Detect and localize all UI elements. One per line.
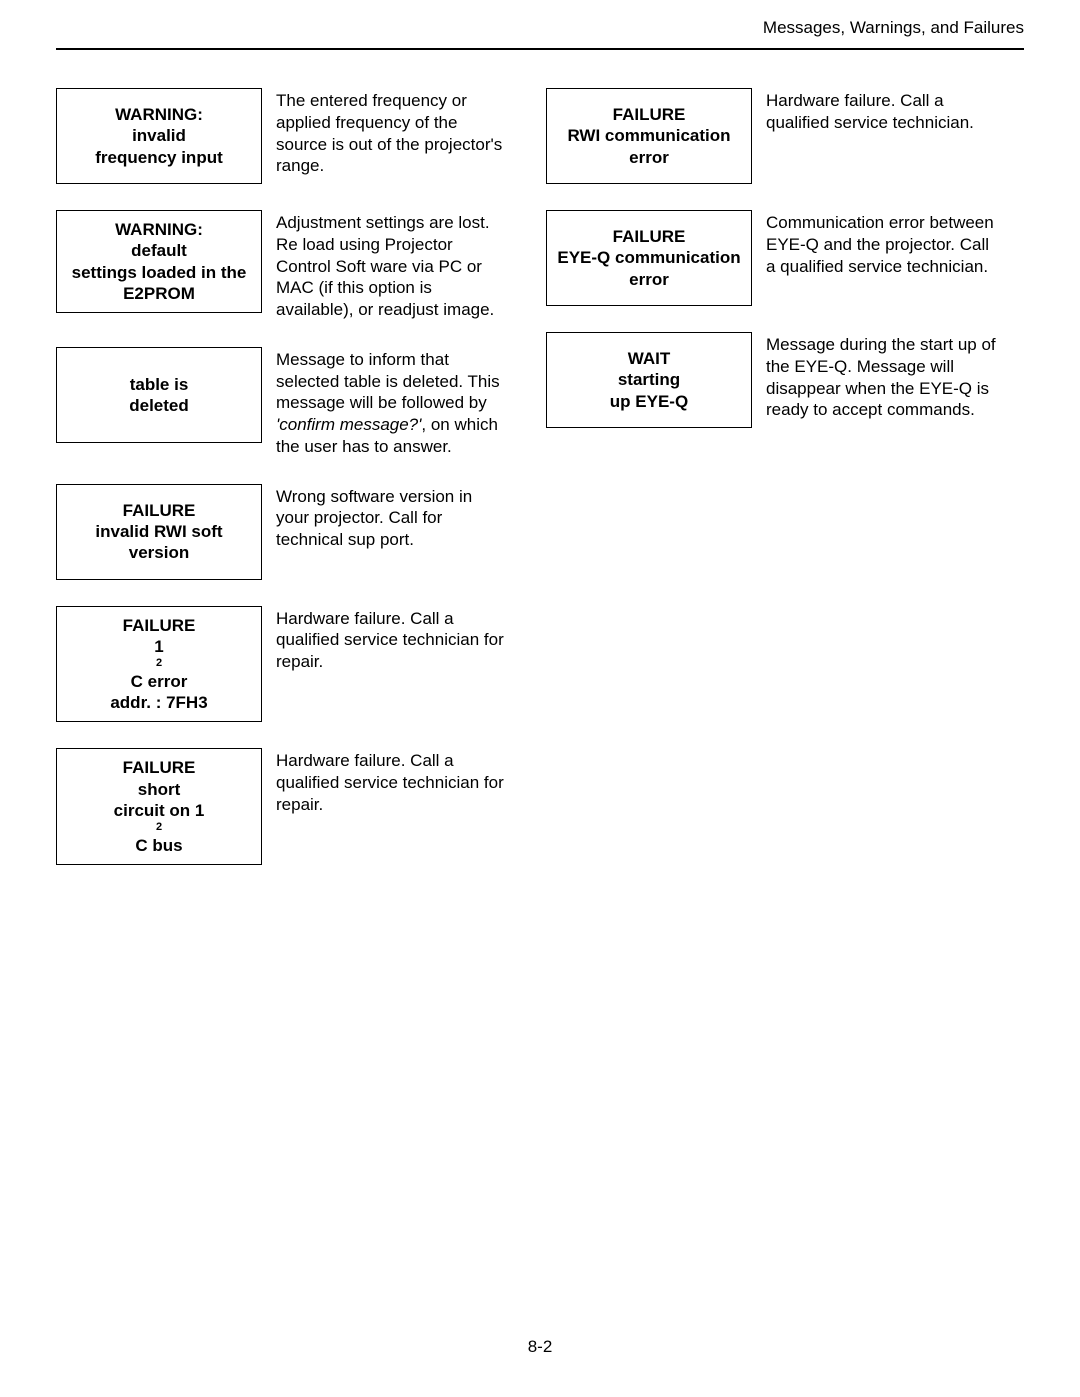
page: Messages, Warnings, and Failures WARNING… [0, 0, 1080, 1397]
right-entry: WAITstartingup EYE-QMessage during the s… [546, 332, 996, 428]
left-entry: FAILURE12C erroraddr. : 7FH3Hardware fai… [56, 606, 506, 723]
left-entry: WARNING:defaultsettings loaded in theE2P… [56, 210, 506, 321]
message-description: Hardware failure. Call a qualified servi… [276, 606, 506, 673]
message-box: WAITstartingup EYE-Q [546, 332, 752, 428]
message-description: Communication error between EYE-Q and th… [766, 210, 996, 277]
content-area: WARNING:invalidfrequency inputThe entere… [56, 50, 1024, 865]
left-column: WARNING:invalidfrequency inputThe entere… [56, 88, 506, 865]
message-box: FAILUREinvalid RWI softversion [56, 484, 262, 580]
message-box: FAILURERWI communicationerror [546, 88, 752, 184]
page-number: 8-2 [0, 1337, 1080, 1357]
message-description: Hardware failure. Call a qualified servi… [766, 88, 996, 134]
left-entry: WARNING:invalidfrequency inputThe entere… [56, 88, 506, 184]
message-description: The entered frequency or applied frequen… [276, 88, 506, 177]
message-description: Adjustment settings are lost. Re load us… [276, 210, 506, 321]
right-entry: FAILURERWI communicationerror Hardware fa… [546, 88, 996, 184]
message-description: Message during the start up of the EYE-Q… [766, 332, 996, 421]
message-box: WARNING:invalidfrequency input [56, 88, 262, 184]
left-entry: table isdeletedMessage to inform that se… [56, 347, 506, 458]
left-entry: FAILUREshortcircuit on 12C busHardware f… [56, 748, 506, 865]
message-box: FAILUREshortcircuit on 12C bus [56, 748, 262, 865]
message-description: Message to inform that selected table is… [276, 347, 506, 458]
message-box: table isdeleted [56, 347, 262, 443]
message-box: WARNING:defaultsettings loaded in theE2P… [56, 210, 262, 313]
message-description: Wrong software version in your projector… [276, 484, 506, 551]
message-box: FAILUREEYE-Q communicationerror [546, 210, 752, 306]
message-description: Hardware failure. Call a qualified servi… [276, 748, 506, 815]
left-entry: FAILUREinvalid RWI softversionWrong soft… [56, 484, 506, 580]
right-column: FAILURERWI communicationerror Hardware fa… [546, 88, 996, 865]
page-header-title: Messages, Warnings, and Failures [56, 18, 1024, 48]
message-box: FAILURE12C erroraddr. : 7FH3 [56, 606, 262, 723]
right-entry: FAILUREEYE-Q communicationerrorCommunica… [546, 210, 996, 306]
